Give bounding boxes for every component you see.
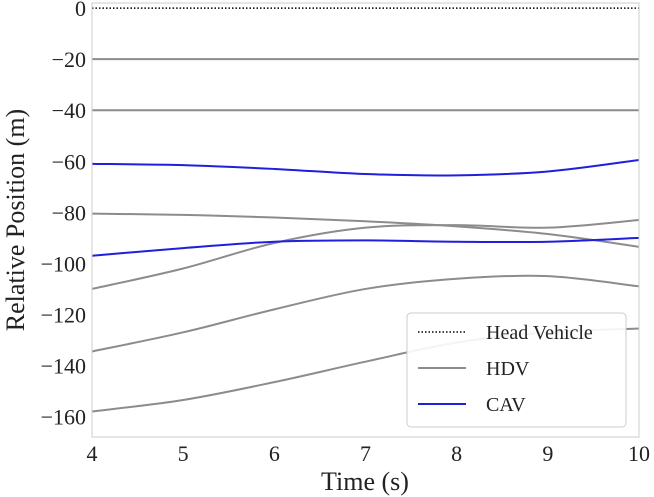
x-axis-label: Time (s) — [321, 467, 409, 496]
y-tick-label: −100 — [41, 251, 86, 276]
legend: Head Vehicle HDV CAV — [406, 312, 627, 428]
y-tick-labels: 0 −20 −40 −60 −80 −100 −120 −140 −160 — [41, 0, 86, 430]
series-line-cav-1 — [91, 159, 640, 177]
x-tick-label: 8 — [451, 441, 462, 466]
x-tick-label: 7 — [360, 441, 371, 466]
y-axis-label: Relative Position (m) — [1, 109, 30, 331]
series-line-hdv-3 — [91, 212, 640, 248]
series-line-hdv-5 — [91, 274, 640, 353]
y-tick-label: 0 — [75, 0, 86, 21]
y-tick-label: −40 — [52, 98, 86, 123]
x-tick-label: 10 — [628, 441, 650, 466]
x-tick-label: 9 — [542, 441, 553, 466]
series-layer — [91, 7, 640, 413]
series-line-hdv-4 — [91, 219, 640, 290]
y-tick-label: −120 — [41, 302, 86, 327]
x-tick-label: 5 — [178, 441, 189, 466]
y-tick-label: −20 — [52, 47, 86, 72]
legend-label-cav: CAV — [486, 394, 526, 416]
y-tick-label: −160 — [41, 405, 86, 430]
x-tick-labels: 4 5 6 7 8 9 10 — [87, 441, 651, 466]
y-tick-label: −140 — [41, 354, 86, 379]
legend-box — [406, 312, 627, 428]
y-tick-label: −80 — [52, 200, 86, 225]
x-tick-label: 6 — [269, 441, 280, 466]
y-tick-label: −60 — [52, 149, 86, 174]
legend-label-hdv: HDV — [486, 358, 530, 380]
plot-frame — [91, 2, 640, 438]
legend-label-head-vehicle: Head Vehicle — [486, 322, 593, 344]
x-tick-label: 4 — [87, 441, 98, 466]
series-line-cav-2 — [91, 236, 640, 257]
